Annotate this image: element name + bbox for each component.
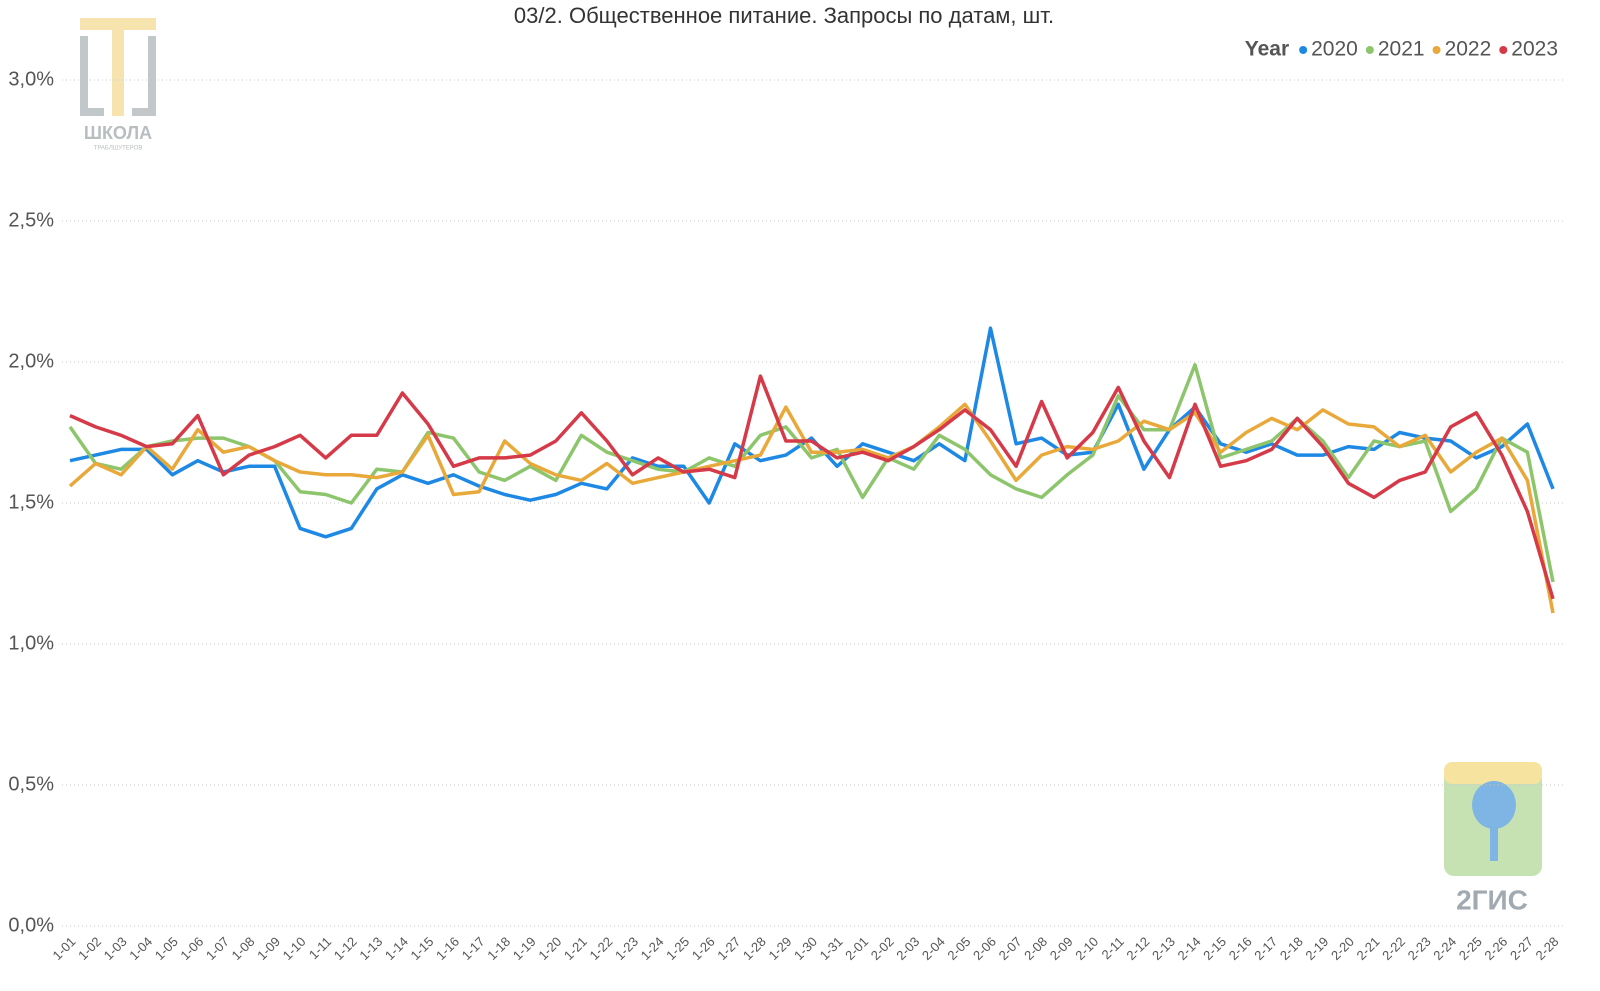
x-tick-label: 2-01 [842, 934, 871, 963]
x-tick-label: 1-11 [306, 934, 334, 962]
y-tick-label: 3,0% [8, 68, 54, 90]
logo-shape [112, 30, 124, 116]
x-tick-label: 1-02 [75, 934, 104, 963]
x-tick-label: 2-19 [1302, 934, 1331, 963]
x-tick-label: 2-20 [1328, 934, 1357, 963]
legend-marker [1432, 46, 1441, 54]
x-tick-label: 2-05 [944, 934, 973, 963]
x-tick-label: 1-28 [740, 934, 769, 963]
x-tick-label: 1-05 [152, 934, 181, 963]
x-tick-label: 2-24 [1430, 934, 1459, 963]
x-tick-label: 2-09 [1047, 934, 1076, 963]
legend-label: 2023 [1511, 38, 1558, 61]
legend: Year 2020 2021 2022 2023 [1245, 38, 1558, 61]
school-logo: ШКОЛА ТРАБЛШУТЕРОВ [80, 18, 156, 152]
x-tick-label: 1-09 [254, 934, 283, 963]
y-tick-label: 1,5% [8, 491, 54, 513]
y-tick-label: 2,0% [8, 350, 54, 372]
x-tick-label: 2-02 [868, 934, 897, 963]
x-tick-label: 1-26 [689, 934, 718, 963]
legend-label: 2020 [1311, 38, 1358, 61]
x-tick-label: 1-16 [433, 934, 462, 963]
x-tick-label: 1-13 [356, 934, 385, 963]
x-tick-label: 2-21 [1354, 934, 1383, 963]
x-tick-label: 2-07 [996, 934, 1025, 963]
x-tick-label: 2-06 [970, 934, 999, 963]
x-tick-label: 2-23 [1405, 934, 1434, 963]
x-tick-label: 2-27 [1507, 934, 1536, 963]
x-tick-label: 2-22 [1379, 934, 1408, 963]
logo-text: ШКОЛА [84, 123, 152, 143]
x-tick-label: 1-21 [561, 934, 590, 963]
logo-shape [80, 36, 156, 116]
logo-shape [1490, 825, 1498, 861]
x-tick-label: 1-27 [714, 934, 743, 963]
x-tick-label: 1-29 [765, 934, 794, 963]
x-tick-label: 1-07 [203, 934, 232, 963]
series-line [69, 374, 1555, 600]
x-tick-label: 2-14 [1175, 934, 1204, 963]
legend-marker [1365, 46, 1374, 54]
x-tick-label: 1-24 [638, 934, 667, 963]
x-tick-label: 1-23 [612, 934, 641, 963]
x-tick-label: 1-19 [510, 934, 539, 963]
legend-label: 2022 [1445, 38, 1492, 61]
x-tick-label: 1-22 [586, 934, 615, 963]
x-tick-label: 1-31 [817, 934, 846, 963]
x-tick-label: 1-06 [177, 934, 206, 963]
x-tick-label: 1-04 [126, 934, 155, 963]
x-tick-label: 2-28 [1533, 934, 1562, 963]
x-tick-label: 1-08 [229, 934, 258, 963]
series-line [69, 326, 1555, 539]
x-tick-label: 1-03 [101, 934, 130, 963]
x-tick-label: 1-01 [50, 934, 79, 963]
x-tick-label: 2-18 [1277, 934, 1306, 963]
logo-shape [1472, 781, 1516, 829]
logo-subtext: ТРАБЛШУТЕРОВ [94, 146, 143, 152]
legend-label: 2021 [1378, 38, 1425, 61]
x-tick-label: 2-17 [1251, 934, 1280, 963]
x-tick-label: 2-16 [1226, 934, 1255, 963]
x-tick-label: 2-08 [1021, 934, 1050, 963]
y-tick-label: 0,0% [8, 914, 54, 936]
legend-title: Year [1245, 38, 1289, 61]
x-tick-label: 1-20 [535, 934, 564, 963]
x-tick-label: 2-04 [919, 934, 948, 963]
x-tick-label: 1-25 [663, 934, 692, 963]
logo-text: 2ГИС [1456, 884, 1528, 915]
x-tick-label: 1-14 [382, 934, 411, 963]
x-tick-label: 1-10 [280, 934, 309, 963]
x-tick-label: 2-12 [1123, 934, 1152, 963]
x-tick-label: 2-26 [1481, 934, 1510, 963]
chart-title: 03/2. Общественное питание. Запросы по д… [514, 3, 1054, 28]
series-line [68, 402, 1555, 614]
logo-shape [1444, 762, 1542, 784]
x-tick-label: 1-12 [331, 934, 360, 963]
x-tick-label: 2-03 [893, 934, 922, 963]
x-tick-label: 2-15 [1200, 934, 1229, 963]
series-line [68, 363, 1555, 583]
x-tick-label: 2-11 [1099, 934, 1127, 962]
legend-marker [1499, 46, 1508, 54]
x-tick-label: 1-15 [408, 934, 437, 963]
y-tick-label: 1,0% [8, 632, 54, 654]
y-tick-label: 0,5% [8, 773, 54, 795]
brand-logo: 2ГИС [1444, 762, 1542, 915]
logo-shape [80, 18, 156, 30]
x-tick-label: 1-30 [791, 934, 820, 963]
x-tick-label: 2-25 [1456, 934, 1485, 963]
x-tick-label: 1-17 [459, 934, 488, 963]
y-tick-label: 2,5% [8, 209, 54, 231]
legend-marker [1299, 46, 1308, 54]
x-tick-label: 1-18 [484, 934, 513, 963]
x-tick-label: 2-13 [1149, 934, 1178, 963]
x-tick-label: 2-10 [1072, 934, 1101, 963]
